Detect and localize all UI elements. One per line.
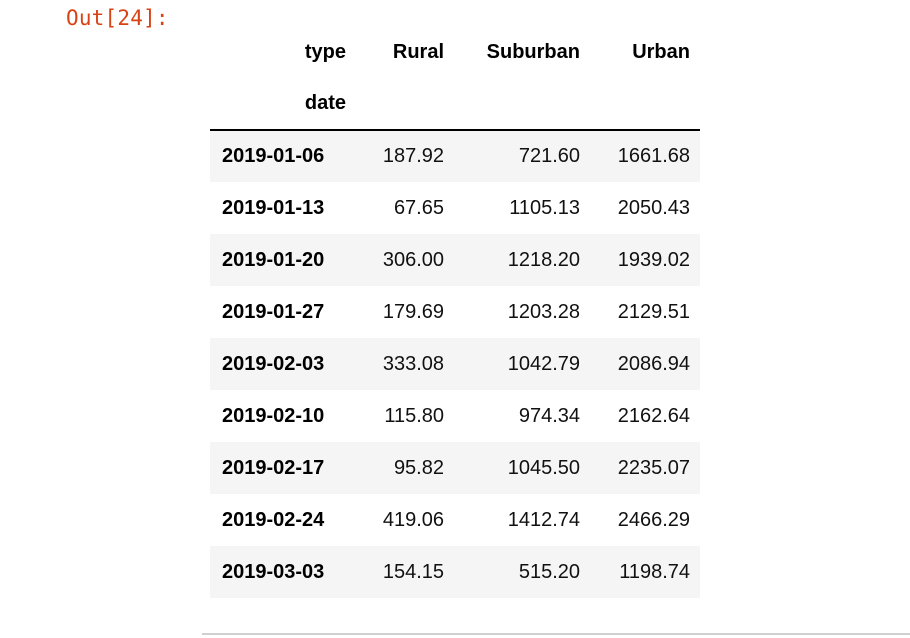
- cell-suburban: 974.34: [518, 404, 580, 427]
- cell-suburban: 515.20: [518, 560, 580, 583]
- columns-name-label: type: [304, 40, 346, 63]
- cell-suburban: 1045.50: [507, 456, 580, 479]
- index-name-row: date: [210, 78, 700, 131]
- column-header-urban: Urban: [632, 40, 690, 63]
- table-row: 2019-02-24 419.06 1412.74 2466.29: [210, 494, 700, 546]
- cell-urban: 1198.74: [619, 560, 690, 583]
- cell-urban: 1661.68: [617, 145, 690, 167]
- row-index-date: 2019-01-20: [222, 248, 325, 271]
- row-index-date: 2019-02-17: [222, 456, 325, 479]
- cell-rural: 306.00: [382, 248, 444, 271]
- row-index-date: 2019-01-06: [222, 145, 325, 167]
- cell-rural: 95.82: [393, 456, 444, 479]
- cell-urban: 1939.02: [617, 248, 690, 271]
- table-row: 2019-01-27 179.69 1203.28 2129.51: [210, 286, 700, 338]
- cell-urban: 2086.94: [617, 352, 690, 375]
- output-prompt: Out[24]:: [66, 6, 169, 30]
- cell-urban: 2050.43: [617, 196, 690, 219]
- cell-divider: [202, 633, 910, 635]
- dataframe-table: type Rural Suburban Urban date 2019-01-0…: [210, 26, 700, 598]
- cell-rural: 154.15: [382, 560, 444, 583]
- table-row: 2019-01-20 306.00 1218.20 1939.02: [210, 234, 700, 286]
- cell-suburban: 1203.28: [507, 300, 580, 323]
- table-row: 2019-02-17 95.82 1045.50 2235.07: [210, 442, 700, 494]
- column-header-suburban: Suburban: [486, 40, 580, 63]
- cell-urban: 2235.07: [617, 456, 690, 479]
- cell-rural: 187.92: [382, 145, 444, 167]
- row-index-date: 2019-02-03: [222, 352, 325, 375]
- column-header-row: type Rural Suburban Urban: [210, 26, 700, 78]
- table-row: 2019-01-13 67.65 1105.13 2050.43: [210, 182, 700, 234]
- index-name-spacer: [590, 78, 700, 131]
- row-index-date: 2019-03-03: [222, 560, 325, 583]
- cell-urban: 2466.29: [617, 508, 690, 531]
- table-row: 2019-01-06 187.92 721.60 1661.68: [210, 130, 700, 182]
- cell-rural: 67.65: [393, 196, 444, 219]
- column-header-rural: Rural: [392, 40, 444, 63]
- index-name-spacer: [356, 78, 454, 131]
- cell-suburban: 1412.74: [507, 508, 580, 531]
- index-name-label: date: [210, 78, 356, 131]
- table-row: 2019-02-03 333.08 1042.79 2086.94: [210, 338, 700, 390]
- row-index-date: 2019-02-24: [222, 508, 325, 531]
- cell-rural: 179.69: [382, 300, 444, 323]
- cell-suburban: 1105.13: [509, 196, 580, 219]
- cell-rural: 419.06: [382, 508, 444, 531]
- table-row: 2019-02-10 115.80 974.34 2162.64: [210, 390, 700, 442]
- cell-rural: 333.08: [382, 352, 444, 375]
- cell-suburban: 1042.79: [507, 352, 580, 375]
- cell-rural: 115.80: [384, 404, 444, 427]
- table-row: 2019-03-03 154.15 515.20 1198.74: [210, 546, 700, 598]
- row-index-date: 2019-01-13: [222, 196, 325, 219]
- row-index-date: 2019-01-27: [222, 300, 325, 323]
- cell-urban: 2129.51: [617, 300, 690, 323]
- cell-suburban: 1218.20: [507, 248, 580, 271]
- index-name-spacer: [454, 78, 590, 131]
- row-index-date: 2019-02-10: [222, 404, 325, 427]
- cell-urban: 2162.64: [617, 404, 690, 427]
- cell-suburban: 721.60: [518, 145, 580, 167]
